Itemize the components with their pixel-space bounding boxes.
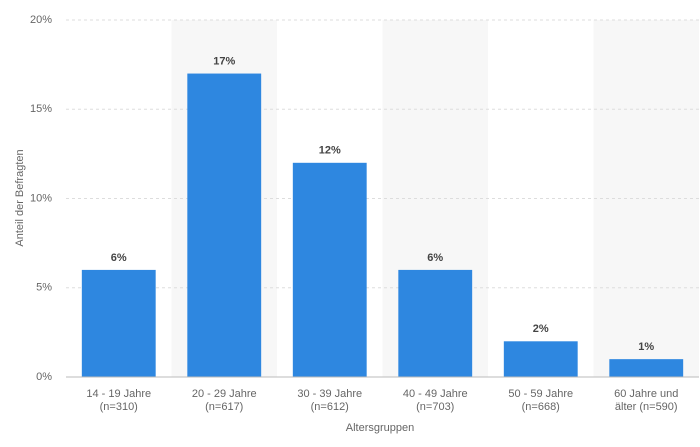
x-tick-label: 60 Jahre und älter (n=590) bbox=[614, 388, 678, 413]
bar bbox=[81, 269, 156, 377]
y-tick-label: 20% bbox=[30, 14, 52, 26]
x-tick-label: 20 - 29 Jahre (n=617) bbox=[192, 388, 257, 413]
bar bbox=[187, 73, 262, 378]
value-label: 17% bbox=[213, 55, 235, 67]
value-label: 1% bbox=[638, 341, 654, 353]
value-label: 2% bbox=[533, 323, 549, 335]
x-axis-label: Altersgruppen bbox=[346, 422, 415, 434]
x-tick-label: 40 - 49 Jahre (n=703) bbox=[403, 388, 468, 413]
bar bbox=[503, 341, 578, 377]
bar bbox=[292, 162, 367, 377]
x-tick-label: 50 - 59 Jahre (n=668) bbox=[508, 388, 573, 413]
bar bbox=[398, 269, 473, 377]
y-tick-label: 0% bbox=[36, 371, 52, 383]
x-tick-label: 14 - 19 Jahre (n=310) bbox=[86, 388, 151, 413]
x-tick-label: 30 - 39 Jahre (n=612) bbox=[297, 388, 362, 413]
value-label: 6% bbox=[111, 252, 127, 264]
bar bbox=[609, 359, 684, 377]
y-tick-label: 10% bbox=[30, 192, 52, 204]
y-axis-label: Anteil der Befragten bbox=[14, 149, 26, 246]
value-label: 6% bbox=[427, 252, 443, 264]
band-background bbox=[593, 20, 699, 377]
y-tick-label: 15% bbox=[30, 103, 52, 115]
y-tick-label: 5% bbox=[36, 282, 52, 294]
value-label: 12% bbox=[319, 145, 341, 157]
